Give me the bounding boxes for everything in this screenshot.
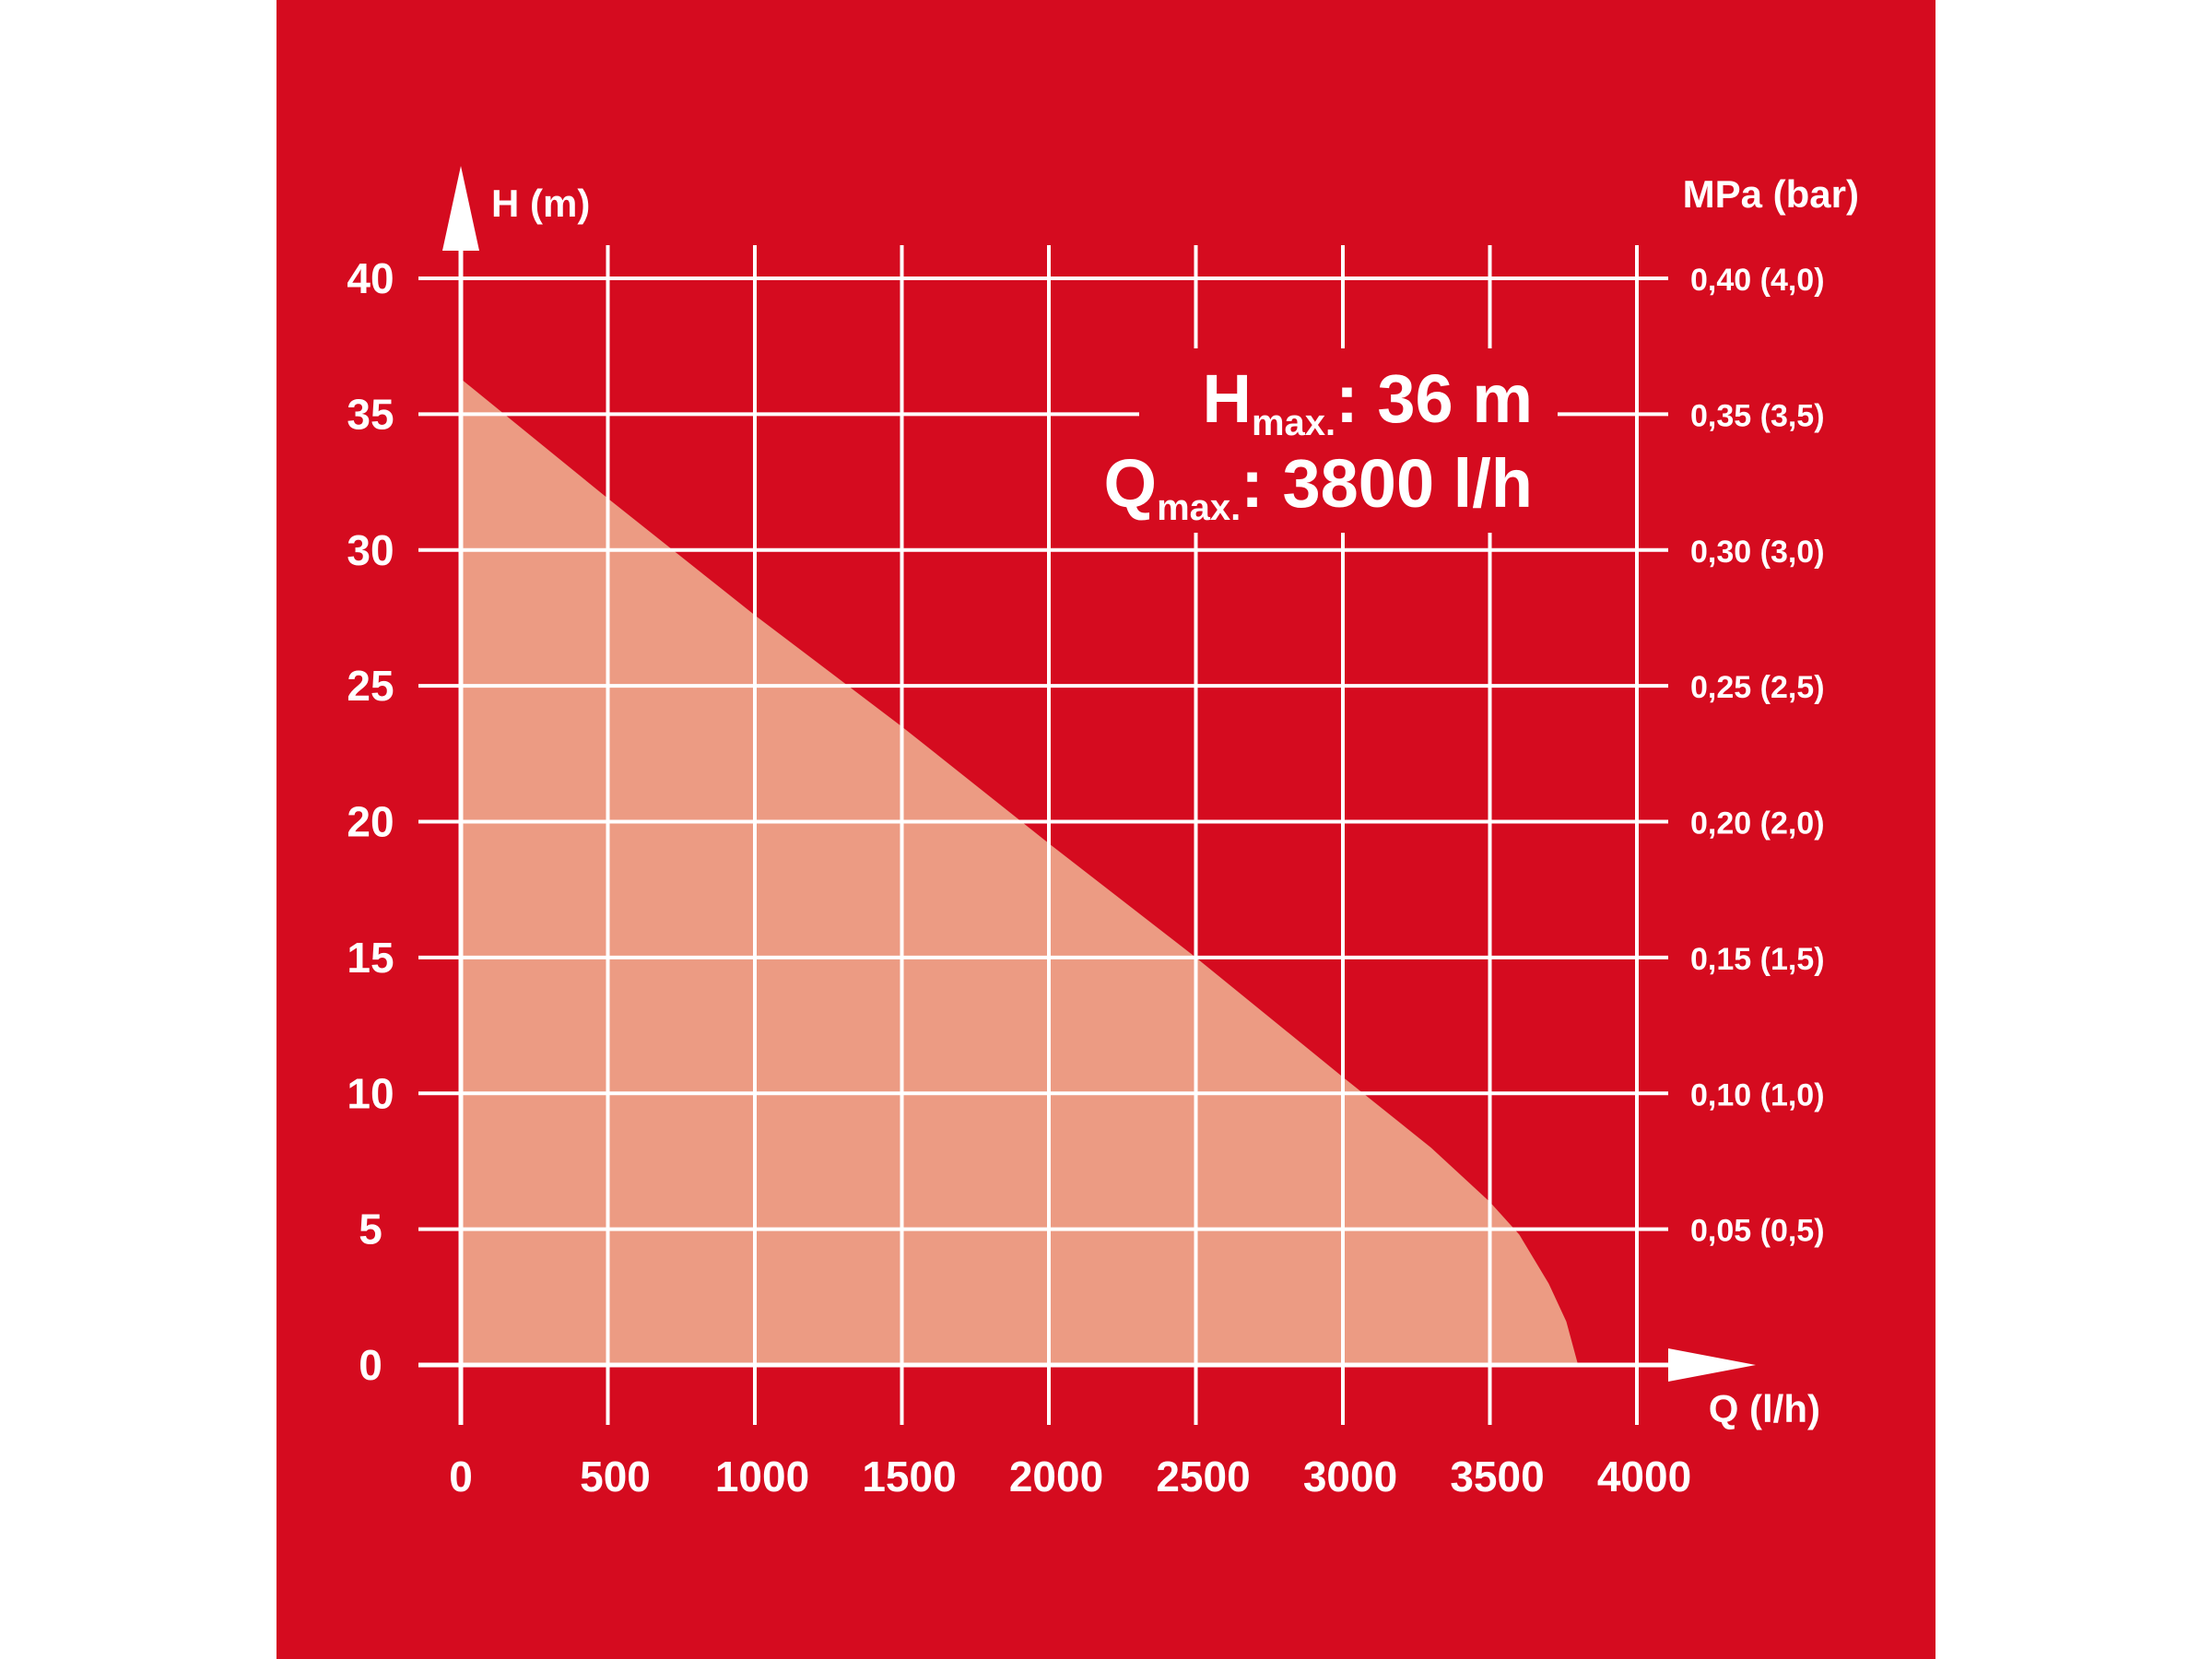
- y-tick-label: 15: [347, 934, 394, 982]
- x-tick-label: 0: [449, 1453, 473, 1500]
- y-tick-label: 20: [347, 798, 394, 846]
- qmax-annotation: Qmax.: 3800 l/h: [1104, 445, 1533, 528]
- x-tick-label: 1000: [715, 1453, 809, 1500]
- y-axis-arrow: [442, 166, 479, 251]
- x-tick-label: 2000: [1009, 1453, 1103, 1500]
- y-tick-label: 30: [347, 526, 394, 574]
- x-tick-label: 500: [580, 1453, 651, 1500]
- y-tick-label: 25: [347, 662, 394, 710]
- hmax-annotation: Hmax.: 36 m: [1203, 360, 1534, 443]
- y-tick-label: 0: [359, 1341, 382, 1389]
- x-tick-label: 1500: [862, 1453, 956, 1500]
- y-tick-label: 10: [347, 1069, 394, 1117]
- tick-labels-layer: 0 5 10 15 20 25 30 35 40 0 500 1000 1500 2000 2500 3000…: [347, 254, 1824, 1500]
- x-tick-label: 3500: [1450, 1453, 1544, 1500]
- x-axis-title: Q (l/h): [1709, 1387, 1820, 1430]
- x-axis-arrow: [1668, 1348, 1756, 1382]
- x-tick-label: 3000: [1303, 1453, 1397, 1500]
- performance-curve-area-layer: [461, 379, 1579, 1365]
- performance-curve-area: [461, 379, 1579, 1365]
- hmax-letter: H: [1203, 360, 1252, 437]
- right-axis-tick-label: 0,20 (2,0): [1690, 806, 1825, 841]
- annotation-background: [1139, 348, 1558, 533]
- right-axis-title: MPa (bar): [1683, 172, 1859, 216]
- right-axis-tick-label: 0,30 (3,0): [1690, 535, 1825, 570]
- x-tick-label: 4000: [1597, 1453, 1691, 1500]
- y-tick-label: 35: [347, 390, 394, 438]
- qmax-letter: Q: [1104, 445, 1158, 522]
- right-axis-tick-label: 0,15 (1,5): [1690, 942, 1825, 977]
- right-axis-tick-label: 0,35 (3,5): [1690, 398, 1825, 433]
- right-axis-tick-label: 0,05 (0,5): [1690, 1214, 1825, 1249]
- hmax-subscript: max.: [1252, 403, 1335, 443]
- qmax-subscript: max.: [1157, 488, 1241, 528]
- y-axis-title: H (m): [491, 182, 590, 225]
- right-axis-tick-label: 0,40 (4,0): [1690, 263, 1825, 298]
- hmax-value: : 36 m: [1335, 360, 1533, 437]
- right-axis-tick-label: 0,10 (1,0): [1690, 1077, 1825, 1112]
- x-tick-label: 2500: [1156, 1453, 1250, 1500]
- right-axis-tick-label: 0,25 (2,5): [1690, 670, 1825, 705]
- qmax-value: : 3800 l/h: [1241, 445, 1533, 522]
- y-tick-label: 40: [347, 254, 394, 302]
- grid-layer: [418, 230, 1677, 1425]
- y-tick-label: 5: [359, 1206, 382, 1253]
